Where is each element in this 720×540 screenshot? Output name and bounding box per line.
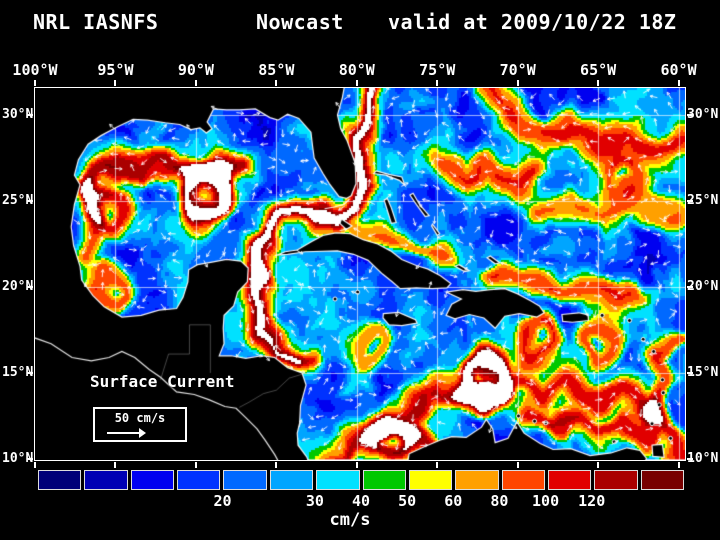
colorbar-segment xyxy=(362,470,406,490)
surface-current-map xyxy=(35,88,685,460)
axis-tick xyxy=(687,371,693,374)
axis-tick xyxy=(194,462,197,468)
title-product-name: Nowcast xyxy=(256,10,344,34)
axis-tick xyxy=(687,285,693,288)
title-model-name: NRL IASNFS xyxy=(33,10,159,34)
axis-tick xyxy=(355,80,358,86)
colorbar-segment xyxy=(223,470,267,490)
colorbar-segment xyxy=(408,470,453,490)
lon-tick-label: 70°W xyxy=(499,61,536,79)
top-axis: 100°W 95°W 90°W 85°W 80°W 75°W 70°W 65°W 60°W xyxy=(0,61,720,79)
axis-tick xyxy=(114,462,117,468)
lon-tick-label: 80°W xyxy=(338,61,375,79)
axis-tick xyxy=(516,80,519,86)
lon-tick-label: 65°W xyxy=(580,61,617,79)
colorbar-tick-label: 30 xyxy=(305,492,324,510)
axis-tick xyxy=(27,371,33,374)
lon-tick-label: 100°W xyxy=(12,61,58,79)
axis-tick xyxy=(27,285,33,288)
lon-tick-label: 95°W xyxy=(97,61,134,79)
colorbar-segment xyxy=(84,470,128,490)
axis-tick xyxy=(677,80,680,86)
current-scale-legend: 50 cm/s xyxy=(93,407,187,442)
colorbar-tick-label: 50 xyxy=(398,492,417,510)
axis-tick xyxy=(27,114,33,116)
colorbar-tick-label: 60 xyxy=(444,492,463,510)
scale-value-label: 50 cm/s xyxy=(114,411,166,425)
colorbar-segment xyxy=(177,470,221,490)
scale-arrow-icon xyxy=(107,432,139,434)
colorbar-unit-label: cm/s xyxy=(329,510,371,530)
colorbar-tick-label: 120 xyxy=(578,492,606,510)
title-valid-time: valid at 2009/10/22 18Z xyxy=(388,10,677,34)
lon-tick-label: 85°W xyxy=(258,61,295,79)
colorbar-segment xyxy=(269,470,314,490)
axis-tick xyxy=(516,462,519,468)
colorbar-tick-label: 20 xyxy=(213,492,232,510)
axis-tick xyxy=(275,462,278,468)
colorbar-tick-label: 100 xyxy=(532,492,560,510)
colorbar-segment xyxy=(640,470,685,490)
colorbar-segment xyxy=(316,470,360,490)
colorbar-segment xyxy=(38,470,82,490)
axis-tick xyxy=(27,457,33,460)
colorbar-tick-label: 40 xyxy=(351,492,371,510)
axis-tick xyxy=(687,457,693,460)
lon-tick-label: 60°W xyxy=(660,61,697,79)
axis-tick xyxy=(436,462,439,468)
colorbar-segment xyxy=(547,470,592,490)
colorbar-segment xyxy=(501,470,545,490)
map-frame xyxy=(34,87,686,461)
axis-tick xyxy=(687,114,693,116)
axis-tick xyxy=(597,462,600,468)
axis-tick xyxy=(355,462,358,468)
axis-tick xyxy=(677,462,680,468)
axis-tick xyxy=(194,80,197,86)
colorbar-tick-label: 80 xyxy=(490,492,509,510)
colorbar-segment xyxy=(455,470,499,490)
surface-current-label: Surface Current xyxy=(90,372,235,391)
colorbar-segment xyxy=(130,470,175,490)
lon-tick-label: 90°W xyxy=(177,61,214,79)
colorbar xyxy=(38,470,685,490)
colorbar-segment xyxy=(594,470,638,490)
axis-tick xyxy=(34,80,36,86)
lon-tick-label: 75°W xyxy=(419,61,456,79)
axis-tick xyxy=(275,80,278,86)
scale-arrowhead-icon xyxy=(139,428,146,438)
axis-tick xyxy=(687,199,693,202)
axis-tick xyxy=(34,462,36,468)
axis-tick xyxy=(436,80,439,86)
axis-tick xyxy=(114,80,117,86)
axis-tick xyxy=(27,199,33,202)
axis-tick xyxy=(597,80,600,86)
